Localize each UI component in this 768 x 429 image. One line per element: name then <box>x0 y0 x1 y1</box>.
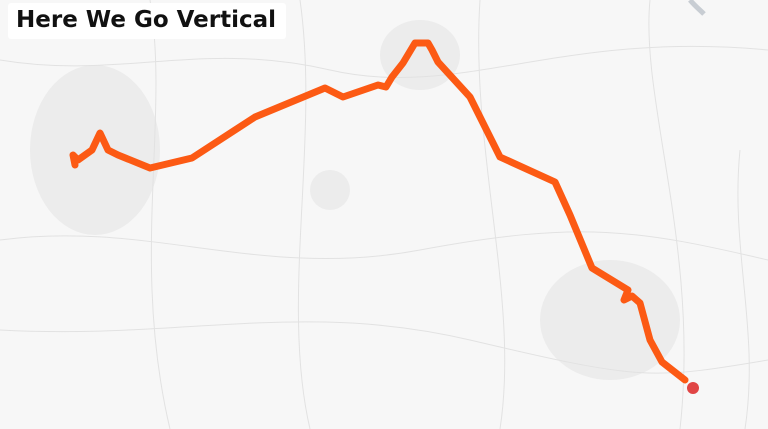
title: Here We Go Vertical <box>8 3 287 39</box>
river <box>688 0 706 16</box>
route <box>69 39 689 384</box>
end-marker <box>687 382 699 394</box>
